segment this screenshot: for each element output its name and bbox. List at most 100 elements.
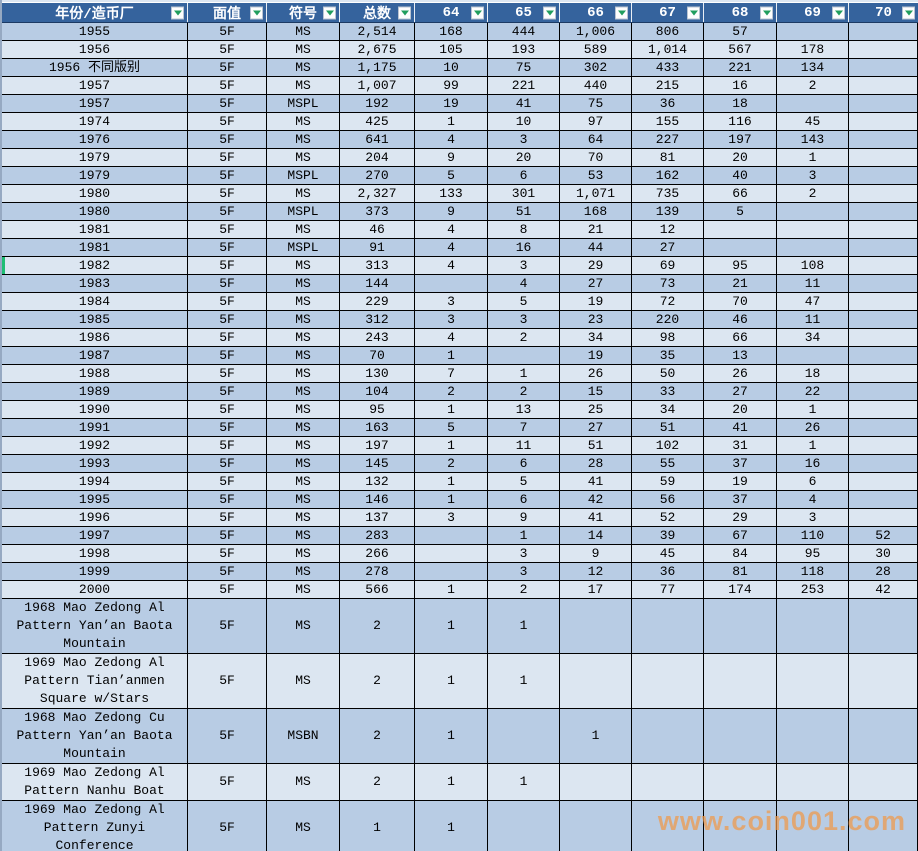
cell-face-value[interactable]: 5F: [188, 167, 267, 184]
cell-grade-70[interactable]: [849, 167, 918, 184]
cell-total[interactable]: 95: [340, 401, 415, 418]
cell-face-value[interactable]: 5F: [188, 545, 267, 562]
cell-grade-68[interactable]: 16: [704, 77, 777, 94]
cell-grade-68[interactable]: 116: [704, 113, 777, 130]
cell-grade-64[interactable]: 1: [415, 491, 488, 508]
cell-grade-66[interactable]: 97: [560, 113, 632, 130]
cell-grade-65[interactable]: 1: [488, 527, 560, 544]
cell-grade-68[interactable]: 37: [704, 491, 777, 508]
cell-year-mint[interactable]: 1956: [2, 41, 188, 58]
cell-grade-69[interactable]: 143: [777, 131, 849, 148]
cell-year-mint[interactable]: 1968 Mao Zedong Al Pattern Yan’an Baota …: [2, 599, 188, 653]
cell-total[interactable]: 266: [340, 545, 415, 562]
cell-grade-68[interactable]: 67: [704, 527, 777, 544]
cell-grade-67[interactable]: 162: [632, 167, 704, 184]
cell-face-value[interactable]: 5F: [188, 709, 267, 763]
cell-grade-69[interactable]: 2: [777, 77, 849, 94]
cell-total[interactable]: 70: [340, 347, 415, 364]
cell-grade-65[interactable]: 10: [488, 113, 560, 130]
cell-grade-70[interactable]: [849, 41, 918, 58]
cell-grade-64[interactable]: [415, 563, 488, 580]
cell-face-value[interactable]: 5F: [188, 311, 267, 328]
cell-grade-68[interactable]: 174: [704, 581, 777, 598]
cell-grade-69[interactable]: [777, 599, 849, 653]
cell-year-mint[interactable]: 1987: [2, 347, 188, 364]
cell-symbol[interactable]: MS: [267, 437, 340, 454]
cell-total[interactable]: 373: [340, 203, 415, 220]
cell-grade-64[interactable]: 105: [415, 41, 488, 58]
cell-grade-69[interactable]: 110: [777, 527, 849, 544]
cell-grade-64[interactable]: [415, 527, 488, 544]
cell-grade-65[interactable]: 193: [488, 41, 560, 58]
cell-grade-66[interactable]: 19: [560, 347, 632, 364]
cell-symbol[interactable]: MS: [267, 599, 340, 653]
cell-grade-66[interactable]: 26: [560, 365, 632, 382]
cell-grade-66[interactable]: 25: [560, 401, 632, 418]
cell-grade-64[interactable]: 3: [415, 509, 488, 526]
cell-grade-64[interactable]: 99: [415, 77, 488, 94]
cell-year-mint[interactable]: 1984: [2, 293, 188, 310]
cell-grade-66[interactable]: 51: [560, 437, 632, 454]
cell-year-mint[interactable]: 1969 Mao Zedong Al Pattern Zunyi Confere…: [2, 801, 188, 851]
cell-grade-66[interactable]: [560, 764, 632, 800]
cell-face-value[interactable]: 5F: [188, 599, 267, 653]
cell-grade-69[interactable]: 6: [777, 473, 849, 490]
cell-symbol[interactable]: MSPL: [267, 95, 340, 112]
cell-year-mint[interactable]: 1999: [2, 563, 188, 580]
cell-grade-68[interactable]: 197: [704, 131, 777, 148]
cell-symbol[interactable]: MS: [267, 383, 340, 400]
cell-grade-66[interactable]: 15: [560, 383, 632, 400]
cell-grade-66[interactable]: 440: [560, 77, 632, 94]
cell-grade-66[interactable]: [560, 654, 632, 708]
cell-year-mint[interactable]: 1995: [2, 491, 188, 508]
cell-grade-70[interactable]: [849, 801, 918, 851]
cell-grade-70[interactable]: [849, 185, 918, 202]
cell-total[interactable]: 1,175: [340, 59, 415, 76]
cell-grade-64[interactable]: 3: [415, 311, 488, 328]
cell-grade-67[interactable]: 433: [632, 59, 704, 76]
cell-grade-66[interactable]: 53: [560, 167, 632, 184]
cell-grade-67[interactable]: 55: [632, 455, 704, 472]
cell-face-value[interactable]: 5F: [188, 419, 267, 436]
cell-grade-67[interactable]: 102: [632, 437, 704, 454]
cell-grade-68[interactable]: 46: [704, 311, 777, 328]
cell-grade-67[interactable]: 45: [632, 545, 704, 562]
cell-total[interactable]: 2: [340, 654, 415, 708]
cell-symbol[interactable]: MS: [267, 545, 340, 562]
cell-grade-70[interactable]: [849, 275, 918, 292]
cell-total[interactable]: 243: [340, 329, 415, 346]
cell-grade-67[interactable]: 39: [632, 527, 704, 544]
cell-grade-67[interactable]: 12: [632, 221, 704, 238]
cell-year-mint[interactable]: 1957: [2, 77, 188, 94]
cell-total[interactable]: 2: [340, 709, 415, 763]
cell-grade-65[interactable]: 6: [488, 455, 560, 472]
cell-total[interactable]: 278: [340, 563, 415, 580]
cell-grade-65[interactable]: 51: [488, 203, 560, 220]
cell-total[interactable]: 2,675: [340, 41, 415, 58]
cell-year-mint[interactable]: 1979: [2, 167, 188, 184]
cell-grade-64[interactable]: 5: [415, 167, 488, 184]
cell-grade-66[interactable]: 19: [560, 293, 632, 310]
cell-grade-64[interactable]: 168: [415, 23, 488, 40]
cell-grade-69[interactable]: 3: [777, 167, 849, 184]
cell-total[interactable]: 566: [340, 581, 415, 598]
cell-total[interactable]: 312: [340, 311, 415, 328]
filter-dropdown-button[interactable]: [250, 6, 263, 19]
cell-grade-70[interactable]: [849, 131, 918, 148]
cell-symbol[interactable]: MS: [267, 23, 340, 40]
cell-symbol[interactable]: MS: [267, 491, 340, 508]
cell-grade-69[interactable]: 253: [777, 581, 849, 598]
cell-face-value[interactable]: 5F: [188, 275, 267, 292]
col-header-grade-64[interactable]: 64: [415, 3, 488, 22]
cell-symbol[interactable]: MS: [267, 563, 340, 580]
cell-year-mint[interactable]: 1979: [2, 149, 188, 166]
cell-total[interactable]: 1,007: [340, 77, 415, 94]
cell-grade-65[interactable]: 1: [488, 654, 560, 708]
cell-year-mint[interactable]: 1969 Mao Zedong Al Pattern Tian’anmen Sq…: [2, 654, 188, 708]
cell-grade-70[interactable]: [849, 311, 918, 328]
cell-symbol[interactable]: MSBN: [267, 709, 340, 763]
cell-grade-67[interactable]: 51: [632, 419, 704, 436]
cell-total[interactable]: 132: [340, 473, 415, 490]
cell-grade-66[interactable]: 302: [560, 59, 632, 76]
cell-grade-67[interactable]: 69: [632, 257, 704, 274]
